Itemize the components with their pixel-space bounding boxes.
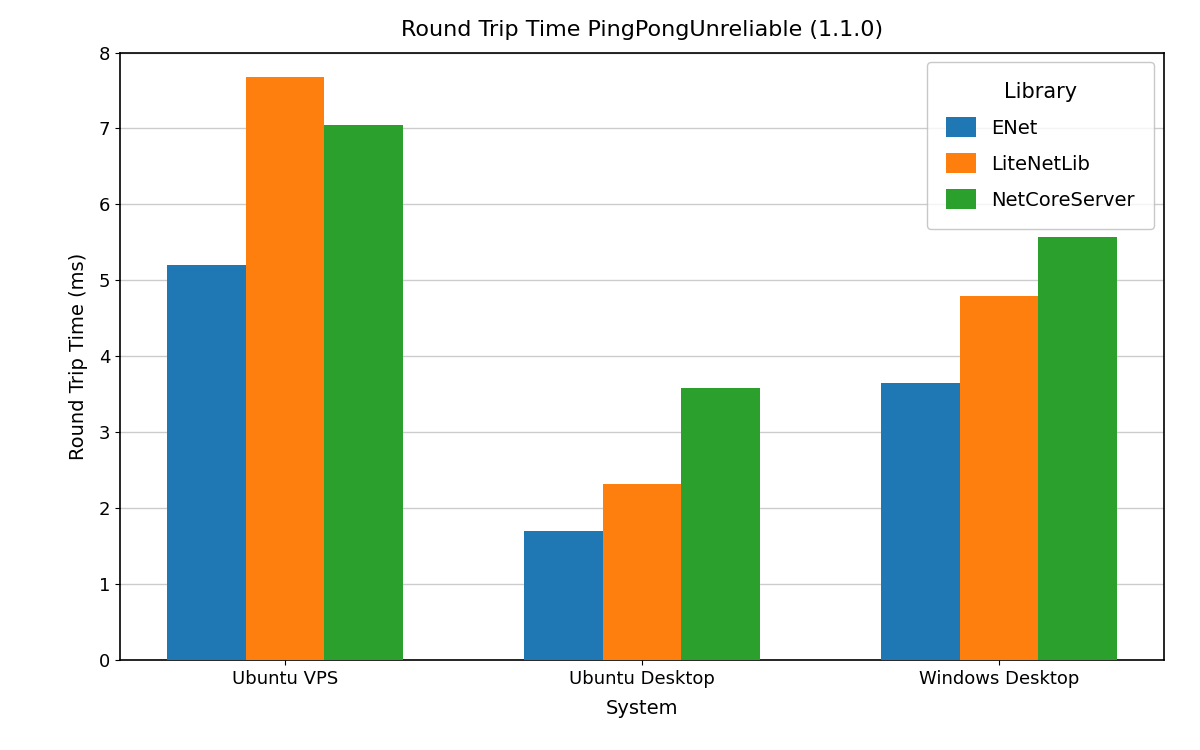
Bar [1038, 237, 1116, 660]
Y-axis label: Round Trip Time (ms): Round Trip Time (ms) [68, 253, 88, 460]
Bar [602, 484, 682, 660]
Title: Round Trip Time PingPongUnreliable (1.1.0): Round Trip Time PingPongUnreliable (1.1.… [401, 20, 883, 40]
Bar [960, 296, 1038, 660]
X-axis label: System: System [606, 699, 678, 718]
Bar [246, 76, 324, 660]
Legend: ENet, LiteNetLib, NetCoreServer: ENet, LiteNetLib, NetCoreServer [928, 62, 1154, 229]
Bar [524, 531, 602, 660]
Bar [324, 125, 403, 660]
Bar [168, 266, 246, 660]
Bar [881, 382, 960, 660]
Bar [682, 388, 760, 660]
